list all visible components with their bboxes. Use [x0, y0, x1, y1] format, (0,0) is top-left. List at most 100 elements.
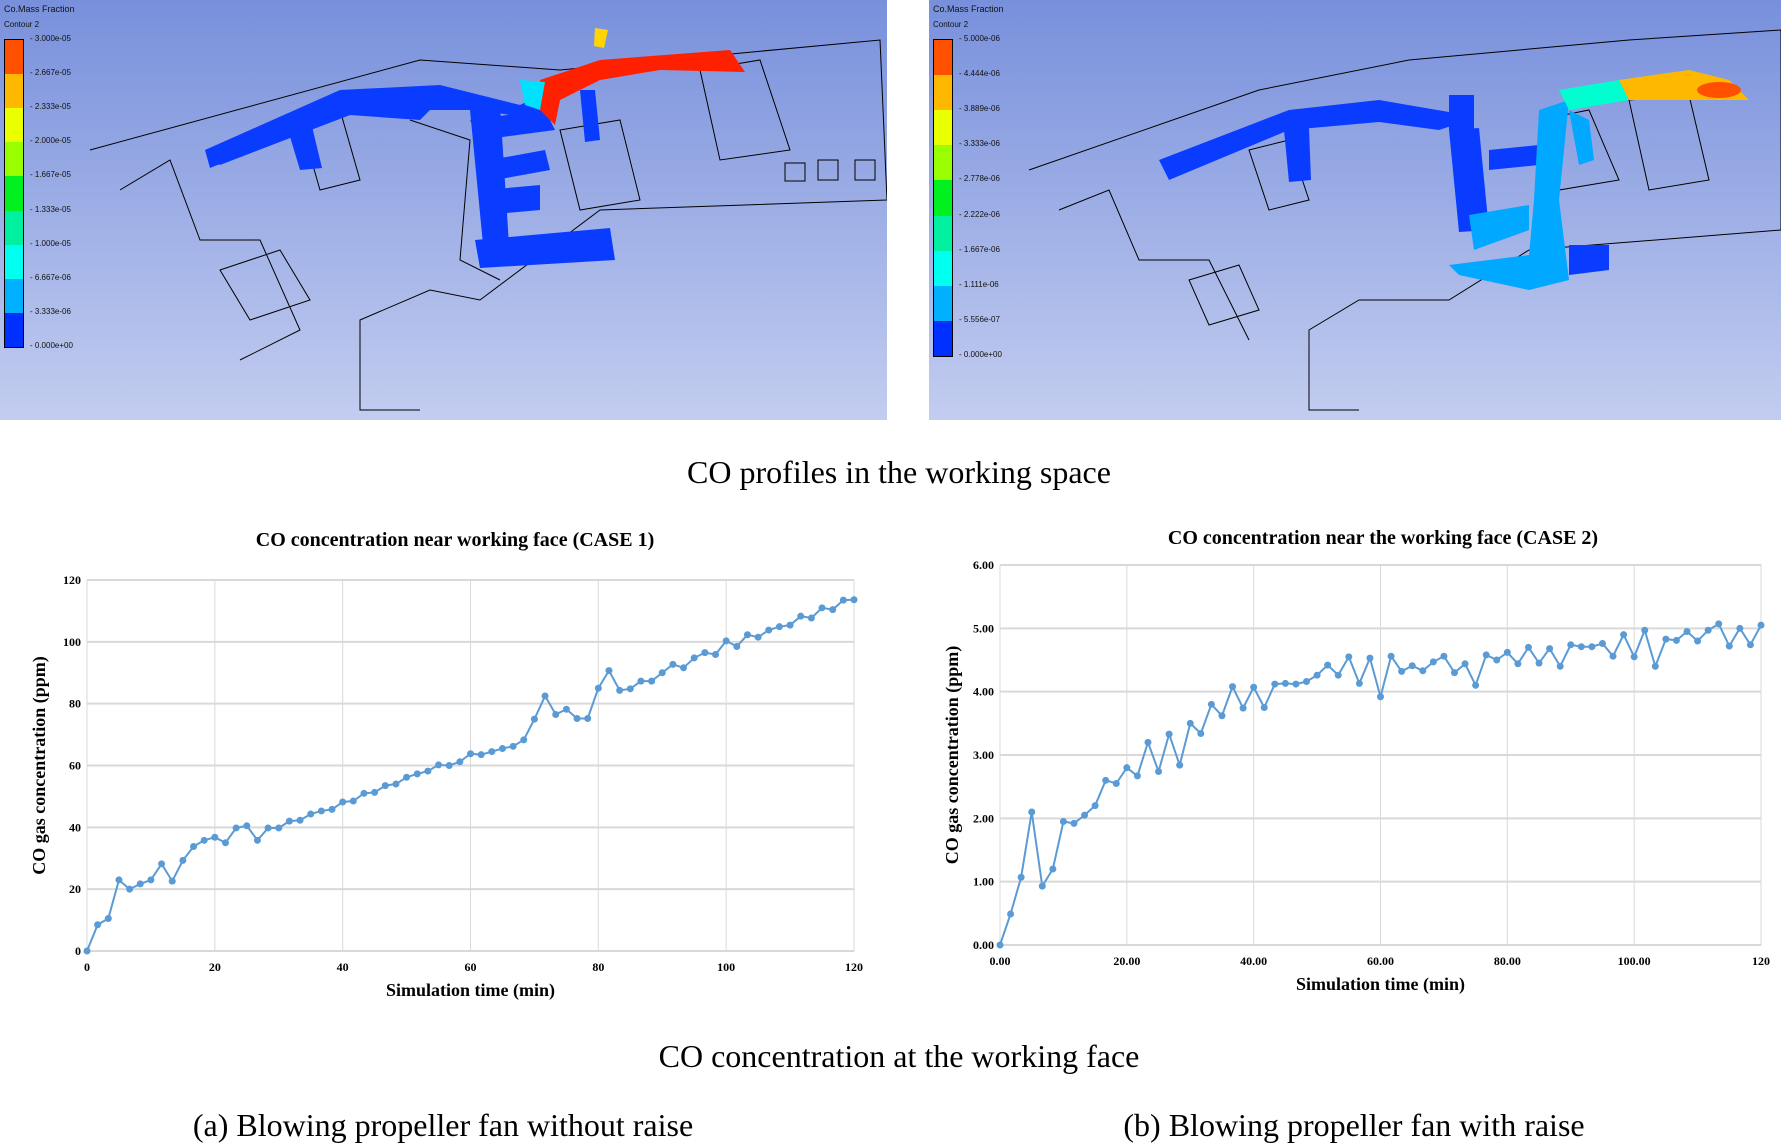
data-point [221, 839, 229, 847]
data-point [520, 736, 528, 744]
data-point [339, 798, 347, 806]
data-point [733, 642, 741, 650]
legend-color-swatch [934, 110, 952, 146]
data-point [200, 836, 208, 844]
caption-concentration: CO concentration at the working face [658, 1038, 1140, 1074]
data-point [1567, 641, 1575, 649]
data-point [328, 805, 336, 813]
data-point [754, 633, 762, 641]
data-point [562, 705, 570, 713]
y-axis-label: CO gas concentration (ppm) [942, 646, 963, 865]
x-axis-label: Simulation time (min) [1296, 974, 1465, 995]
data-point [360, 789, 368, 797]
data-point [573, 715, 581, 723]
legend-subtitle: Contour 2 [933, 20, 969, 29]
x-tick-label: 100 [717, 960, 735, 974]
x-tick-label: 40.00 [1240, 954, 1267, 968]
contour-image-case2: Co.Mass Fraction Contour 2 - 5.000e-06 - … [929, 0, 1781, 420]
legend-color-swatch [934, 285, 952, 321]
data-point [616, 686, 624, 694]
data-point [530, 715, 538, 723]
data-point [253, 836, 261, 844]
y-tick-label: 6.00 [973, 558, 994, 572]
data-point [690, 654, 698, 662]
data-point [232, 824, 240, 832]
data-point [349, 797, 357, 805]
data-point [1165, 730, 1173, 738]
data-point [850, 596, 858, 604]
data-point [477, 751, 485, 759]
data-point [296, 816, 304, 824]
data-point [1683, 628, 1691, 635]
data-point [1662, 635, 1670, 643]
legend-color-swatch [5, 244, 23, 279]
data-point [669, 660, 677, 668]
contour-image-case1: Co.Mass Fraction Contour 2 - 3.000e-05 - … [0, 0, 887, 420]
y-tick-label: 40 [69, 820, 81, 834]
data-point [381, 782, 389, 790]
chart-title-case1: CO concentration near working face (CASE… [255, 529, 655, 551]
data-point [1556, 662, 1564, 670]
data-point [775, 623, 783, 631]
legend-tick-label: - 6.667e-06 [30, 272, 71, 282]
x-tick-label: 120 [845, 960, 863, 974]
data-point [403, 773, 411, 781]
data-point [1472, 681, 1480, 689]
data-point [1672, 636, 1680, 644]
data-point [1408, 662, 1416, 670]
data-point [1102, 776, 1110, 784]
data-point [467, 750, 474, 758]
data-point [829, 606, 837, 614]
x-tick-label: 120 [1752, 954, 1770, 968]
data-point [1028, 808, 1036, 816]
data-point [1736, 624, 1744, 632]
x-axis-label: Simulation time (min) [386, 980, 555, 1001]
x-tick-label: 80.00 [1494, 954, 1521, 968]
data-point [1070, 819, 1078, 827]
y-tick-label: 5.00 [973, 621, 994, 635]
data-point [488, 748, 496, 756]
legend-tick-label: - 0.000e+00 [959, 350, 1002, 359]
data-point [1250, 683, 1258, 691]
data-point [1123, 764, 1131, 772]
data-point [807, 614, 815, 622]
data-point [424, 767, 432, 775]
x-tick-label: 20 [209, 960, 221, 974]
data-point [1461, 660, 1469, 668]
data-point [1641, 626, 1649, 634]
data-point [1493, 656, 1501, 664]
legend-color-swatch [934, 145, 952, 181]
legend-color-swatch [5, 210, 23, 245]
data-point [158, 860, 166, 868]
data-point [1355, 679, 1363, 687]
data-point [1081, 811, 1089, 819]
data-point [1197, 729, 1205, 737]
legend-tick-label: - 2.778e-06 [959, 174, 1000, 184]
data-point [1176, 761, 1184, 769]
data-point [818, 604, 826, 612]
data-point [1229, 683, 1237, 691]
data-point [456, 758, 464, 766]
legend-tick-label: - 3.889e-06 [959, 104, 1000, 114]
data-point [1292, 680, 1300, 688]
legend-tick-label: - 1.111e-06 [959, 279, 999, 289]
caption-a: (a) Blowing propeller fan without raise [192, 1107, 694, 1143]
data-point [1715, 620, 1723, 628]
data-point [317, 807, 325, 815]
x-tick-label: 0.00 [990, 954, 1011, 968]
legend-title: Co.Mass Fraction [4, 4, 75, 14]
data-point [1260, 704, 1268, 711]
data-point [413, 770, 421, 778]
data-point [1007, 910, 1015, 918]
x-tick-label: 100.00 [1618, 954, 1651, 968]
data-point [168, 877, 176, 885]
data-point [498, 744, 506, 752]
data-point [996, 941, 1004, 949]
data-point [1303, 678, 1311, 686]
x-tick-label: 80 [592, 960, 604, 974]
y-tick-label: 0 [75, 944, 81, 958]
data-point [1440, 652, 1448, 660]
data-point [1482, 651, 1490, 659]
